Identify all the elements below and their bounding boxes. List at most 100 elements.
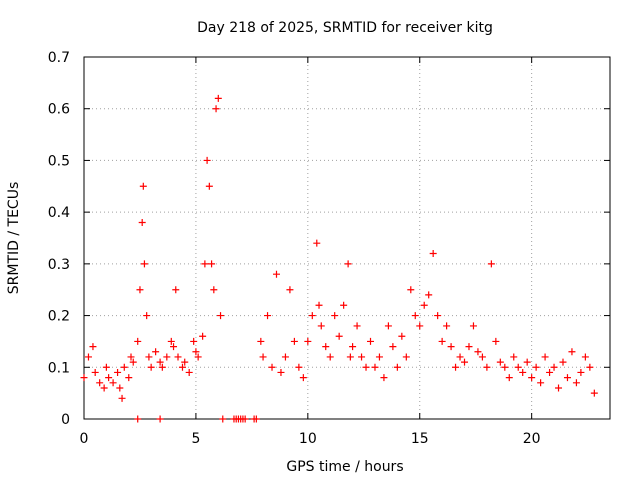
data-point (259, 353, 267, 361)
x-axis-title: GPS time / hours (286, 459, 403, 475)
data-point (384, 322, 392, 330)
data-point (510, 353, 518, 361)
data-point (340, 301, 348, 309)
data-point (429, 250, 437, 258)
data-point (331, 312, 339, 320)
data-point (163, 353, 171, 361)
data-point (252, 415, 260, 423)
grid-lines (84, 57, 610, 419)
data-point (134, 415, 142, 423)
data-point (91, 368, 99, 376)
data-point (317, 322, 325, 330)
data-point (127, 353, 135, 361)
data-point (559, 358, 567, 366)
data-point (156, 358, 164, 366)
data-point (114, 368, 122, 376)
data-point (217, 312, 225, 320)
data-point (483, 363, 491, 371)
data-point (326, 353, 334, 361)
data-point (393, 363, 401, 371)
data-point (308, 312, 316, 320)
data-point (190, 337, 198, 345)
data-point (514, 363, 522, 371)
data-point (469, 322, 477, 330)
data-point (96, 379, 104, 387)
data-point (416, 322, 424, 330)
data-point (172, 286, 180, 294)
data-point (210, 286, 218, 294)
data-point (541, 353, 549, 361)
data-point (425, 291, 433, 299)
data-point (102, 363, 110, 371)
data-point (152, 348, 160, 356)
data-point (550, 363, 558, 371)
y-tick-label: 0 (61, 412, 70, 428)
data-point (537, 379, 545, 387)
data-point (568, 348, 576, 356)
data-point (555, 384, 563, 392)
chart-title: Day 218 of 2025, SRMTID for receiver kit… (197, 20, 493, 36)
data-point (577, 368, 585, 376)
data-point (286, 286, 294, 294)
data-point (138, 218, 146, 226)
data-point (181, 358, 189, 366)
data-point (358, 353, 366, 361)
data-point (563, 374, 571, 382)
data-point (344, 260, 352, 268)
data-point (241, 415, 249, 423)
data-point (452, 363, 460, 371)
data-point (264, 312, 272, 320)
data-point (174, 353, 182, 361)
data-point (116, 384, 124, 392)
data-point (532, 363, 540, 371)
data-point (100, 384, 108, 392)
data-point (313, 239, 321, 247)
data-point (461, 358, 469, 366)
data-point (478, 353, 486, 361)
data-point (407, 286, 415, 294)
axis-ticks: 0 0.1 0.2 0.3 0.4 0.5 0.6 0.7 0 5 10 15 20 (48, 50, 610, 447)
data-point (420, 301, 428, 309)
y-tick-label: 0.5 (48, 153, 70, 169)
data-point (487, 260, 495, 268)
data-point (203, 156, 211, 164)
data-point (299, 374, 307, 382)
data-point (147, 363, 155, 371)
data-point (208, 260, 216, 268)
x-tick-label: 0 (80, 431, 89, 447)
data-point (398, 332, 406, 340)
data-point (125, 374, 133, 382)
data-point (205, 182, 213, 190)
y-tick-label: 0.4 (48, 205, 70, 221)
data-point (290, 337, 298, 345)
y-tick-label: 0.3 (48, 257, 70, 273)
data-point (109, 379, 117, 387)
data-point (375, 353, 383, 361)
data-point (89, 343, 97, 351)
y-tick-label: 0.1 (48, 360, 70, 376)
data-point (170, 343, 178, 351)
data-point (402, 353, 410, 361)
data-point (371, 363, 379, 371)
data-point (277, 368, 285, 376)
data-point (185, 368, 193, 376)
data-point (194, 353, 202, 361)
data-point (523, 358, 531, 366)
data-point (120, 363, 128, 371)
data-point (140, 260, 148, 268)
data-point (581, 353, 589, 361)
data-point (272, 270, 280, 278)
data-point (456, 353, 464, 361)
data-point (501, 363, 509, 371)
x-tick-label: 15 (411, 431, 429, 447)
data-point (192, 348, 200, 356)
data-point (438, 337, 446, 345)
data-point (158, 363, 166, 371)
data-point (465, 343, 473, 351)
plot-frame (83, 56, 611, 420)
data-point (118, 394, 126, 402)
data-point (380, 374, 388, 382)
data-point (315, 301, 323, 309)
